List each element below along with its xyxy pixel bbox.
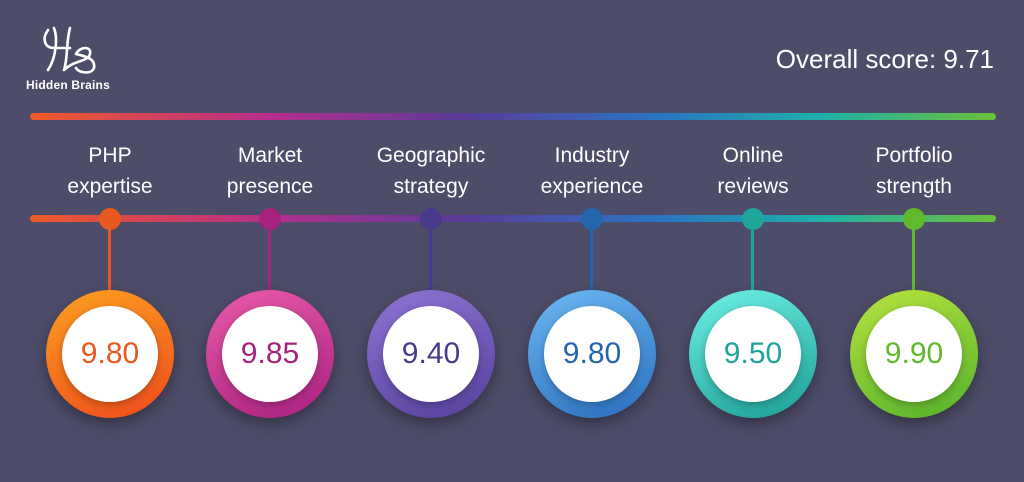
top-gradient-divider bbox=[30, 113, 996, 120]
category-label: Portfolio strength bbox=[834, 140, 994, 202]
score-disc: 9.85 bbox=[222, 306, 318, 402]
score-item: PHP expertise 9.80 bbox=[30, 0, 190, 482]
score-disc: 9.50 bbox=[705, 306, 801, 402]
score-ring: 9.80 bbox=[528, 290, 656, 418]
score-disc: 9.90 bbox=[866, 306, 962, 402]
score-ring: 9.85 bbox=[206, 290, 334, 418]
score-ring: 9.80 bbox=[46, 290, 174, 418]
category-label-line2: reviews bbox=[717, 175, 789, 198]
score-ring: 9.40 bbox=[367, 290, 495, 418]
timeline-node bbox=[259, 208, 281, 230]
timeline-node bbox=[99, 208, 121, 230]
connector-line bbox=[751, 228, 754, 294]
timeline-node bbox=[581, 208, 603, 230]
category-label-line1: PHP bbox=[88, 144, 132, 167]
category-label-line1: Industry bbox=[554, 144, 630, 167]
category-label: Market presence bbox=[190, 140, 350, 202]
score-value: 9.90 bbox=[884, 337, 944, 370]
connector-line bbox=[268, 228, 271, 294]
timeline-axis bbox=[30, 215, 996, 222]
score-item: Industry experience 9.80 bbox=[512, 0, 672, 482]
score-disc: 9.80 bbox=[544, 306, 640, 402]
category-label: Geographic strategy bbox=[351, 140, 511, 202]
connector-line bbox=[590, 228, 593, 294]
category-label-line2: presence bbox=[226, 175, 314, 198]
score-value: 9.80 bbox=[80, 337, 140, 370]
score-value: 9.40 bbox=[401, 337, 461, 370]
connector-line bbox=[912, 228, 915, 294]
score-item: Market presence 9.85 bbox=[190, 0, 350, 482]
score-value: 9.80 bbox=[562, 337, 622, 370]
category-label-line1: Geographic bbox=[376, 144, 486, 167]
timeline-node bbox=[903, 208, 925, 230]
category-label-line1: Market bbox=[237, 144, 303, 167]
brand-logo: Hidden Brains bbox=[26, 20, 126, 95]
category-label: Industry experience bbox=[512, 140, 672, 202]
connector-line bbox=[429, 228, 432, 294]
score-item: Portfolio strength 9.90 bbox=[834, 0, 994, 482]
score-value: 9.85 bbox=[240, 337, 300, 370]
score-ring: 9.90 bbox=[850, 290, 978, 418]
category-label-line2: expertise bbox=[67, 175, 153, 198]
overall-score: Overall score: 9.71 bbox=[775, 44, 994, 74]
timeline-node bbox=[420, 208, 442, 230]
score-ring: 9.50 bbox=[689, 290, 817, 418]
connector-line bbox=[108, 228, 111, 294]
timeline-node bbox=[742, 208, 764, 230]
score-value: 9.50 bbox=[723, 337, 783, 370]
category-label-line2: strength bbox=[876, 175, 952, 198]
category-label: PHP expertise bbox=[30, 140, 190, 202]
category-label: Online reviews bbox=[673, 140, 833, 202]
score-item: Online reviews 9.50 bbox=[673, 0, 833, 482]
category-label-line1: Portfolio bbox=[875, 144, 953, 167]
score-disc: 9.40 bbox=[383, 306, 479, 402]
brand-name: Hidden Brains bbox=[26, 78, 110, 92]
category-label-line2: strategy bbox=[393, 175, 469, 198]
category-label-line2: experience bbox=[540, 175, 644, 198]
category-label-line1: Online bbox=[722, 144, 784, 167]
score-disc: 9.80 bbox=[62, 306, 158, 402]
hb-monogram-icon bbox=[43, 26, 96, 74]
score-item: Geographic strategy 9.40 bbox=[351, 0, 511, 482]
